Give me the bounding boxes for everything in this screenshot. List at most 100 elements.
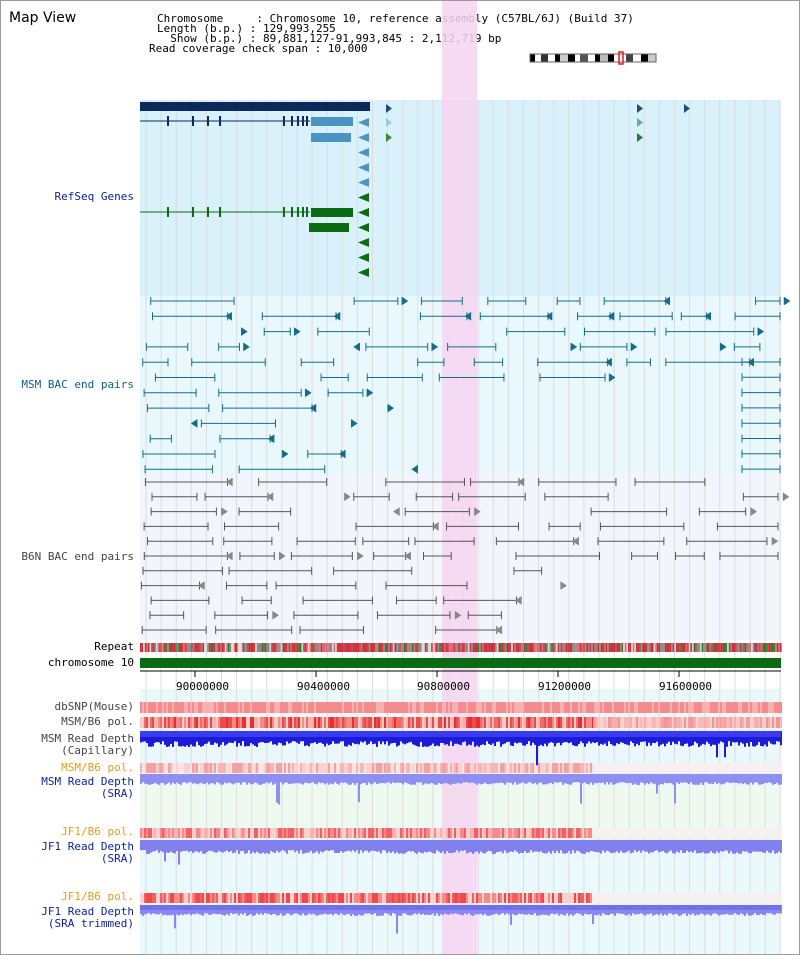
heat-cell	[696, 702, 698, 713]
heat-cell	[300, 717, 302, 728]
repeat-segment	[421, 643, 424, 652]
heat-cell	[266, 763, 268, 773]
heat-cell	[716, 828, 718, 838]
repeat-segment	[444, 643, 446, 652]
heat-cell	[670, 828, 672, 838]
heat-cell	[780, 828, 782, 838]
depth-bar	[506, 774, 508, 783]
heat-cell	[628, 702, 630, 713]
bac-end-arrow	[411, 464, 418, 474]
repeat-segment	[344, 643, 347, 652]
repeat-segment	[658, 643, 660, 652]
heat-cell	[360, 893, 362, 903]
repeat-segment	[631, 643, 633, 652]
heat-cell	[722, 828, 724, 838]
heat-cell	[350, 763, 352, 773]
repeat-segment	[528, 643, 531, 652]
depth-bar	[356, 840, 358, 851]
heat-cell	[466, 828, 468, 838]
msm-bac-track[interactable]	[142, 296, 791, 474]
depth-bar	[522, 840, 524, 854]
heat-cell	[294, 893, 296, 903]
heat-cell	[492, 717, 494, 728]
heat-cell	[582, 702, 584, 713]
polymorphism-heat-tracks[interactable]	[140, 702, 782, 903]
heat-cell	[500, 763, 502, 773]
heat-cell	[380, 702, 382, 713]
bac-end-arrow	[474, 507, 481, 517]
heat-cell	[620, 893, 622, 903]
heat-cell	[162, 717, 164, 728]
repeat-segment	[212, 643, 214, 652]
heat-cell	[466, 717, 468, 728]
heat-cell	[454, 763, 456, 773]
read-depth-tracks[interactable]	[140, 731, 782, 934]
heat-cell	[704, 763, 706, 773]
depth-bar	[732, 840, 734, 854]
depth-bar	[466, 731, 468, 746]
heat-cell	[210, 702, 212, 713]
depth-bar	[340, 774, 342, 783]
depth-bar	[382, 774, 384, 784]
repeat-segment	[736, 643, 739, 652]
depth-bar	[422, 731, 424, 747]
repeat-segment	[410, 643, 412, 652]
heat-cell	[524, 717, 526, 728]
depth-bar	[342, 774, 344, 783]
heat-cell	[628, 828, 630, 838]
heat-cell	[678, 893, 680, 903]
heat-cell	[412, 828, 414, 838]
depth-bar	[714, 840, 716, 854]
bac-end-arrow	[338, 449, 346, 459]
heat-cell	[268, 763, 270, 773]
heat-cell	[172, 828, 174, 838]
chromosome-ideogram[interactable]	[529, 51, 657, 65]
heat-cell	[488, 828, 490, 838]
depth-bar	[290, 905, 292, 916]
heat-cell	[386, 893, 388, 903]
heat-cell	[176, 717, 178, 728]
depth-bar	[398, 774, 400, 783]
b6n-bac-track[interactable]	[140, 477, 790, 635]
heat-cell	[526, 893, 528, 903]
depth-bar	[472, 905, 474, 916]
depth-bar	[244, 731, 246, 747]
heat-cell	[570, 828, 572, 838]
repeat-track[interactable]	[140, 643, 782, 652]
depth-bar	[388, 840, 390, 852]
heat-cell	[146, 828, 148, 838]
depth-bar	[456, 840, 458, 851]
depth-bar	[764, 905, 766, 916]
depth-bar	[350, 774, 352, 785]
depth-bar	[754, 774, 756, 783]
repeat-segment	[634, 643, 636, 652]
refseq-gene-track[interactable]	[140, 102, 690, 277]
heat-cell	[198, 893, 200, 903]
heat-cell	[480, 828, 482, 838]
heat-cell	[384, 763, 386, 773]
repeat-segment	[767, 643, 769, 652]
heat-cell	[574, 702, 576, 713]
chromosome-track[interactable]	[140, 658, 781, 677]
heat-cell	[262, 717, 264, 728]
depth-bar	[748, 774, 750, 785]
bac-end-arrow	[350, 418, 358, 428]
heat-cell	[420, 763, 422, 773]
repeat-segment	[613, 643, 616, 652]
heat-cell	[196, 828, 198, 838]
heat-cell	[322, 763, 324, 773]
heat-cell	[290, 893, 292, 903]
heat-cell	[380, 717, 382, 728]
heat-cell	[776, 702, 778, 713]
heat-cell	[510, 717, 512, 728]
selected-region-highlight[interactable]	[442, 0, 477, 955]
repeat-segment	[640, 643, 643, 652]
heat-cell	[654, 828, 656, 838]
heat-cell	[504, 828, 506, 838]
heat-cell	[456, 717, 458, 728]
heat-cell	[470, 893, 472, 903]
repeat-segment	[498, 643, 500, 652]
heat-cell	[506, 702, 508, 713]
heat-cell	[410, 763, 412, 773]
